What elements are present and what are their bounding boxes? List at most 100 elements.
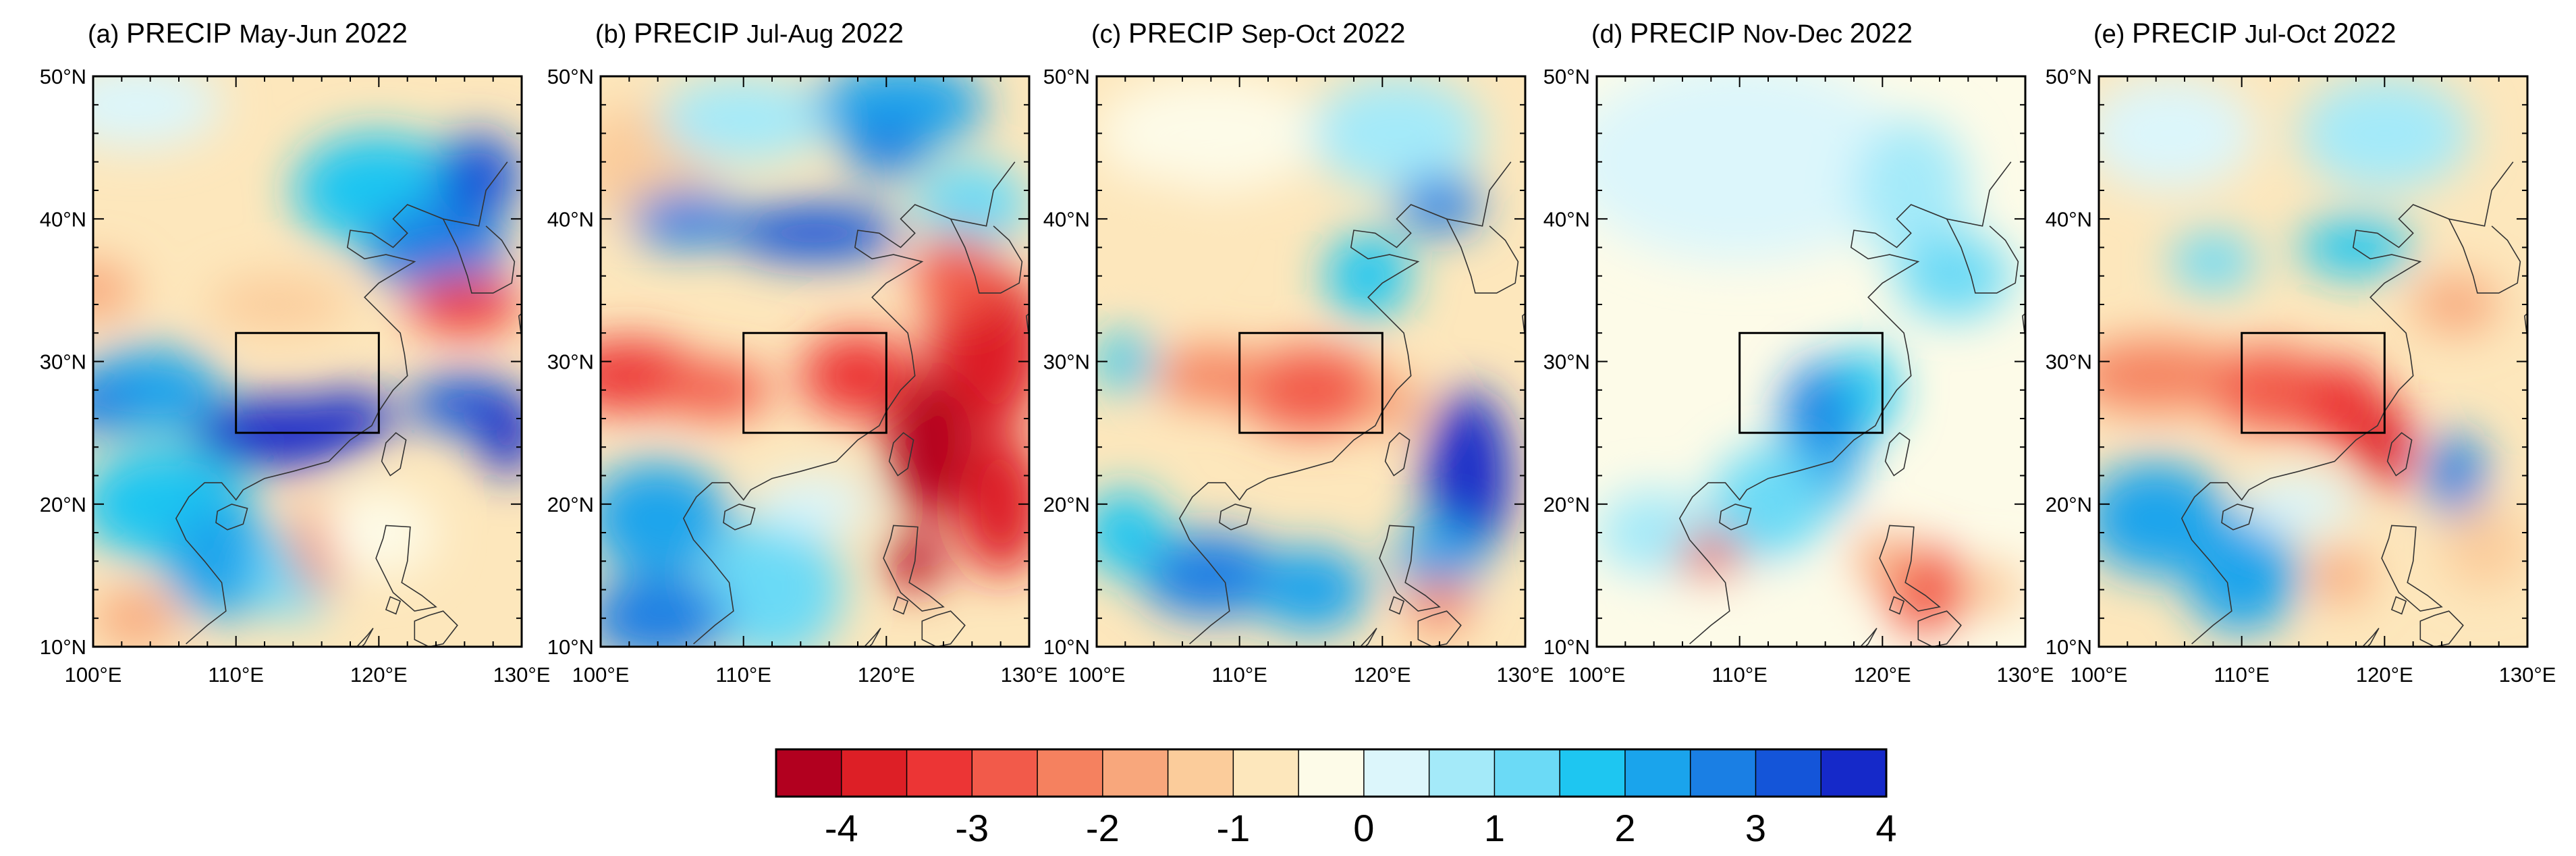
anomaly-blob <box>1097 333 1154 390</box>
anomaly-blob <box>657 76 829 162</box>
colorbar-segment <box>841 749 908 797</box>
anomaly-blob <box>1854 533 1911 590</box>
island-outline <box>2390 596 2407 615</box>
axis-ticks <box>1596 76 2026 647</box>
island-outline <box>381 432 407 477</box>
y-tick-label: 50°N <box>547 65 594 88</box>
x-tick-label: 120°E <box>1854 663 1911 687</box>
colorbar-segment <box>1624 749 1691 797</box>
island-outline <box>1719 503 1752 531</box>
map-panel-c: 100°E 110°E 120°E 130°E 10°N 20°N 30°N 40°N 50°N… <box>1043 17 1554 687</box>
axis-ticks <box>1096 76 1526 647</box>
panel-variable: PRECIP <box>1630 17 1743 49</box>
island-outline <box>215 503 248 531</box>
anomaly-blob <box>1097 176 1211 262</box>
coastline <box>175 161 508 645</box>
anomaly-blob <box>1097 76 1325 190</box>
y-tick-label: 30°N <box>1543 350 1590 374</box>
colorbar-segment <box>1233 749 1299 797</box>
y-tick-label: 30°N <box>2046 350 2092 374</box>
coastlines <box>682 161 1029 647</box>
island-outline <box>892 596 909 615</box>
anomaly-blob <box>436 133 522 219</box>
coastlines <box>2181 161 2527 647</box>
x-tick-label: 100°E <box>65 663 122 687</box>
colorbar-segment <box>1494 749 1560 797</box>
coastline-korea <box>2448 218 2521 294</box>
y-tick-label: 50°N <box>2046 65 2092 88</box>
anomaly-blob <box>629 190 744 248</box>
y-tick-label: 20°N <box>40 493 86 516</box>
x-tick-label: 110°E <box>1211 663 1267 687</box>
panel-year: 2022 <box>1342 17 1405 49</box>
coastlines <box>1678 161 2025 647</box>
precip-anomaly-field <box>601 76 1029 647</box>
anomaly-blob <box>93 76 222 148</box>
coastlines <box>1178 161 1525 647</box>
region-box <box>2241 331 2386 434</box>
region-box <box>742 331 887 434</box>
precip-anomaly-field <box>93 76 522 647</box>
anomaly-blob <box>843 119 929 176</box>
colorbar-segment <box>1429 749 1495 797</box>
colorbar-segment <box>1168 749 1234 797</box>
map-panel-a: 100°E 110°E 120°E 130°E 10°N 20°N 30°N 40°N 50°N… <box>40 17 551 687</box>
y-tick-label: 20°N <box>1543 493 1590 516</box>
colorbar-segment <box>1755 749 1821 797</box>
precip-anomaly-field <box>1597 76 2025 647</box>
colorbar-segment <box>1363 749 1430 797</box>
y-tick-label: 40°N <box>1543 207 1590 231</box>
island-outline <box>1388 596 1405 615</box>
colorbar: -4 -3 -2 -1 0 1 2 3 4 <box>775 748 1897 849</box>
anomaly-blob <box>1311 76 1483 190</box>
panel-title: (e) PRECIP Jul-Oct 2022 <box>2093 17 2396 49</box>
anomaly-blob <box>1839 347 1897 433</box>
x-tick-label: 110°E <box>2214 663 2270 687</box>
panel-variable: PRECIP <box>634 17 746 49</box>
y-tick-label: 50°N <box>1043 65 1090 88</box>
panel-label: (b) <box>595 20 634 49</box>
colorbar-segment <box>1690 749 1756 797</box>
panel-label: (d) <box>1591 20 1630 49</box>
x-tick-label: 130°E <box>1997 663 2054 687</box>
island-outline <box>1859 627 1878 647</box>
coastline-korea <box>1446 218 1519 294</box>
region-box <box>1238 331 1383 434</box>
y-tick-label: 10°N <box>2046 635 2092 659</box>
x-tick-label: 100°E <box>1068 663 1126 687</box>
panel-title: (d) PRECIP Nov-Dec 2022 <box>1591 17 1913 49</box>
anomaly-blob <box>2170 233 2256 290</box>
anomaly-blob <box>1139 533 1283 618</box>
coastline-korea <box>950 218 1023 294</box>
anomaly-blob <box>914 161 1029 248</box>
y-tick-label: 50°N <box>1543 65 1590 88</box>
anomaly-blob <box>1153 347 1269 404</box>
panel-title: (b) PRECIP Jul-Aug 2022 <box>595 17 904 49</box>
colorbar-tick-label: -2 <box>1086 807 1120 849</box>
y-tick-label: 10°N <box>1543 635 1590 659</box>
anomaly-blob <box>1396 518 1483 604</box>
x-tick-label: 130°E <box>1001 663 1058 687</box>
axis-ticks <box>600 76 1030 647</box>
island-outline <box>375 525 437 612</box>
anomaly-blob <box>207 275 350 333</box>
y-tick-label: 40°N <box>1043 207 1090 231</box>
panel-year: 2022 <box>841 17 904 49</box>
island-outline <box>2381 525 2443 612</box>
panel-year: 2022 <box>1850 17 1913 49</box>
panel-year: 2022 <box>2333 17 2396 49</box>
coastline-korea <box>1946 218 2019 294</box>
anomaly-blob <box>1239 347 1383 433</box>
anomaly-blob <box>1097 489 1168 576</box>
x-tick-label: 130°E <box>1497 663 1554 687</box>
colorbar-tick-label: 2 <box>1614 807 1635 849</box>
anomaly-blob <box>2442 504 2527 590</box>
anomaly-blob <box>958 433 1029 576</box>
island-outline <box>1379 525 1441 612</box>
anomaly-blob <box>1854 119 1969 262</box>
island-outline <box>414 610 458 647</box>
coastline <box>2181 161 2514 645</box>
anomaly-blob <box>729 205 901 262</box>
colorbar-tick-label: 3 <box>1745 807 1766 849</box>
island-outline <box>1219 503 1252 531</box>
